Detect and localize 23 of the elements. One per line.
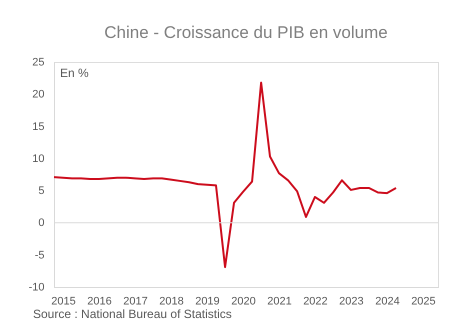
x-tick-label: 2024 (375, 296, 400, 308)
x-tick-label: 2020 (231, 296, 256, 308)
y-tick-label: 25 (32, 56, 44, 68)
x-tick-label: 2015 (51, 296, 76, 308)
y-tick-label: -10 (28, 282, 44, 294)
chart-title: Chine - Croissance du PIB en volume (104, 23, 388, 42)
x-tick-label: 2018 (159, 296, 184, 308)
y-tick-label: -5 (34, 249, 44, 262)
y-tick-label: 0 (38, 217, 44, 230)
y-axis-title: En % (60, 66, 90, 80)
y-tick-label: 15 (32, 120, 44, 133)
source-note: Source : National Bureau of Statistics (33, 307, 232, 321)
x-tick-label: 2016 (87, 296, 112, 308)
x-tick-label: 2023 (339, 296, 364, 308)
x-tick-label: 2025 (411, 296, 436, 308)
x-tick-label: 2021 (267, 296, 292, 308)
x-tick-label: 2017 (123, 296, 148, 308)
y-tick-label: 10 (32, 152, 44, 165)
x-tick-label: 2022 (303, 296, 328, 308)
x-tick-label: 2019 (195, 296, 220, 308)
line-series (53, 82, 398, 268)
y-tick-label: 5 (38, 185, 44, 198)
y-tick-label: 20 (32, 88, 44, 101)
